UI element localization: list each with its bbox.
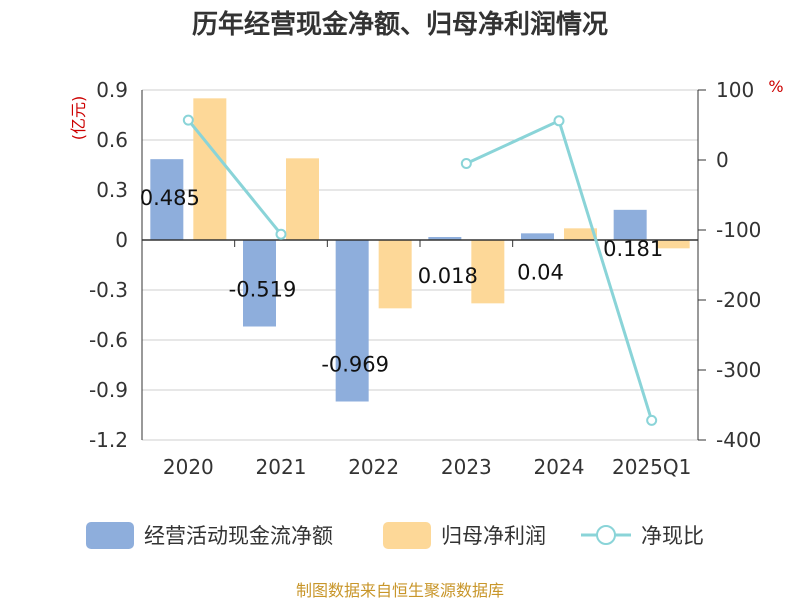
right-tick-label: 100 [716,78,754,102]
x-tick-label: 2020 [163,455,214,479]
cash-flow-bar [613,209,647,240]
ratio-line [182,114,658,426]
axes: 0.9 0.6 0.3 0 -0.3 -0.6 -0.9 -1.2 100 0 -100 -200 -3… [89,78,761,479]
legend-label-net-profit: 归母净利润 [441,524,546,548]
right-axis-unit: % [768,77,783,96]
ratio-point [275,228,287,240]
x-tick-label: 2022 [348,455,399,479]
ratio-point [460,158,472,169]
right-tick-label: -200 [716,288,761,312]
x-tick-label: 2023 [441,455,492,479]
legend-label-cash-flow: 经营活动现金流净额 [144,524,333,548]
cash-flow-data-label: 0.018 [418,264,478,288]
x-tick-label: 2025Q1 [612,455,691,479]
chart-title: 历年经营现金净额、归母净利润情况 [192,9,608,40]
ratio-point [553,115,565,127]
right-tick-label: -100 [716,218,761,242]
cash-flow-data-label: 0.485 [140,186,200,210]
cash-flow-data-label: -0.519 [229,278,297,302]
cash-flow-bar [243,240,276,327]
left-tick-label: -1.2 [89,428,128,452]
legend-swatch-ratio-marker [596,525,616,545]
cash-flow-bar [150,159,184,240]
cash-flow-bar [335,240,369,402]
left-tick-label: 0.6 [96,128,128,152]
x-tick-label: 2021 [256,455,307,479]
ratio-point [646,414,658,426]
right-tick-label: -400 [716,428,761,452]
left-tick-label: -0.6 [89,328,128,352]
cash-flow-bar [521,233,554,240]
legend-swatch-net-profit [383,522,431,549]
ratio-line-segment [187,119,283,236]
left-tick-label: 0.9 [96,78,128,102]
right-tick-label: -300 [716,358,761,382]
x-tick-label: 2024 [534,455,585,479]
cash-flow-data-label: 0.04 [517,260,564,284]
cash-flow-data-label: -0.969 [321,353,389,377]
net-profit-bar [378,240,412,309]
left-tick-label: 0 [115,228,128,252]
net-profit-bar [193,98,227,240]
cash-flow-bar [428,237,462,240]
source-note: 制图数据来自恒生聚源数据库 [296,581,504,600]
legend-swatch-cash-flow [86,522,134,549]
left-tick-label: -0.9 [89,378,128,402]
legend: 经营活动现金流净额 归母净利润 净现比 [86,522,704,549]
ratio-point [182,114,194,126]
left-tick-label: 0.3 [96,178,128,202]
net-profit-bar [656,240,690,249]
net-profit-bar [286,158,319,240]
data-labels: 0.485 -0.519 -0.969 0.018 0.04 0.181 [140,186,663,376]
cash-flow-data-label: 0.181 [603,237,663,261]
net-profit-bar [564,228,597,240]
legend-label-ratio: 净现比 [641,524,704,548]
left-axis-unit: (亿元) [69,96,88,141]
left-tick-label: -0.3 [89,278,128,302]
bar-marks [150,98,690,402]
net-profit-bar [471,240,505,304]
right-tick-label: 0 [716,148,729,172]
